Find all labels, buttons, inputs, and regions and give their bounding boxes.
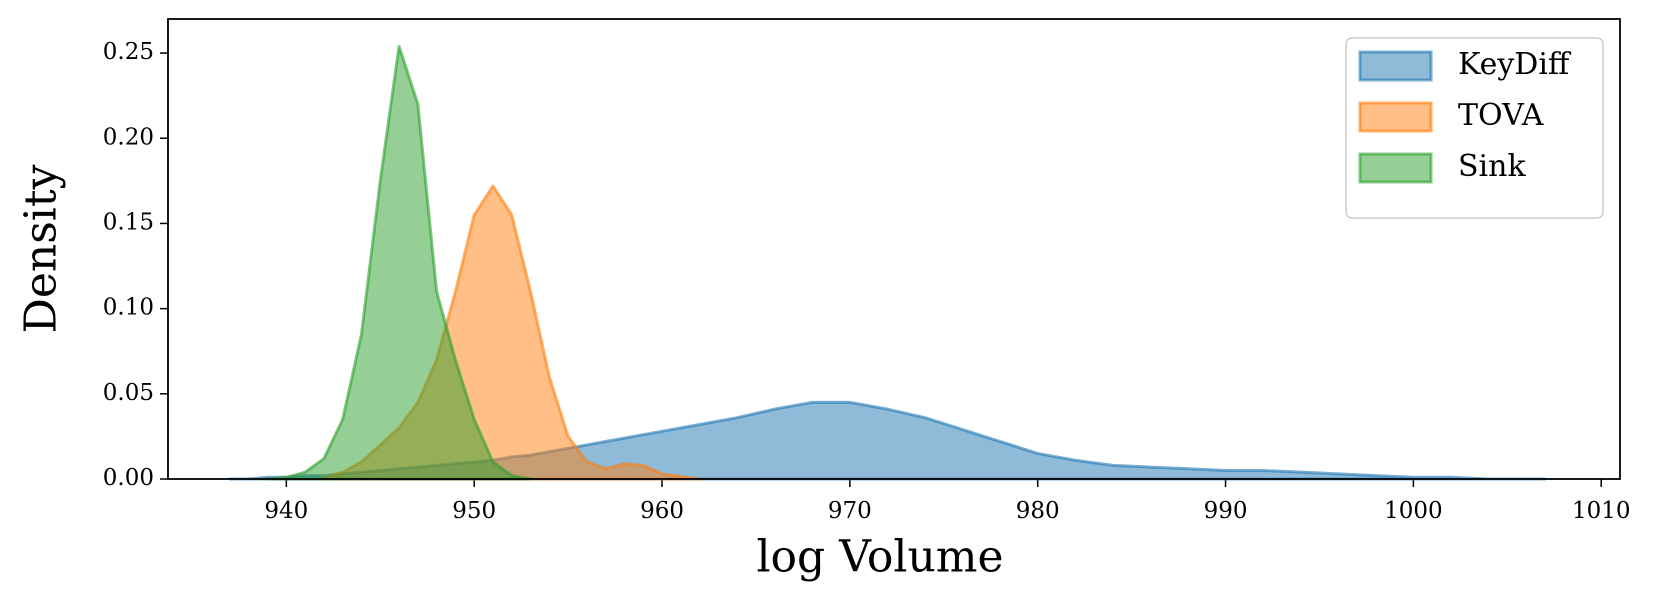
plot-frame [167, 18, 1621, 480]
y-tick-label: 0.25 [103, 39, 154, 65]
x-tick-label: 940 [264, 498, 308, 524]
y-tick-label: 0.15 [103, 209, 154, 235]
legend-swatch [1358, 152, 1433, 184]
x-axis-label: log Volume [756, 532, 1003, 583]
x-tick-label: 990 [1204, 498, 1248, 524]
y-tick-label: 0.10 [103, 295, 154, 321]
legend-swatch [1358, 101, 1433, 133]
x-tick-label: 970 [828, 498, 872, 524]
x-tick-label: 960 [640, 498, 684, 524]
legend-swatch [1358, 50, 1433, 82]
x-tick-label: 950 [452, 498, 496, 524]
x-tick-label: 980 [1016, 498, 1060, 524]
density-area [266, 44, 533, 481]
y-tick-label: 0.20 [103, 124, 154, 150]
legend-label: Sink [1458, 149, 1526, 184]
y-tick-label: 0.05 [103, 380, 154, 406]
y-axis-label: Density [16, 164, 67, 333]
legend-label: KeyDiff [1458, 47, 1572, 82]
x-tick-label: 1010 [1572, 498, 1631, 524]
x-tick-label: 1000 [1384, 498, 1443, 524]
legend-label: TOVA [1458, 98, 1544, 133]
y-tick-label: 0.00 [103, 465, 154, 491]
